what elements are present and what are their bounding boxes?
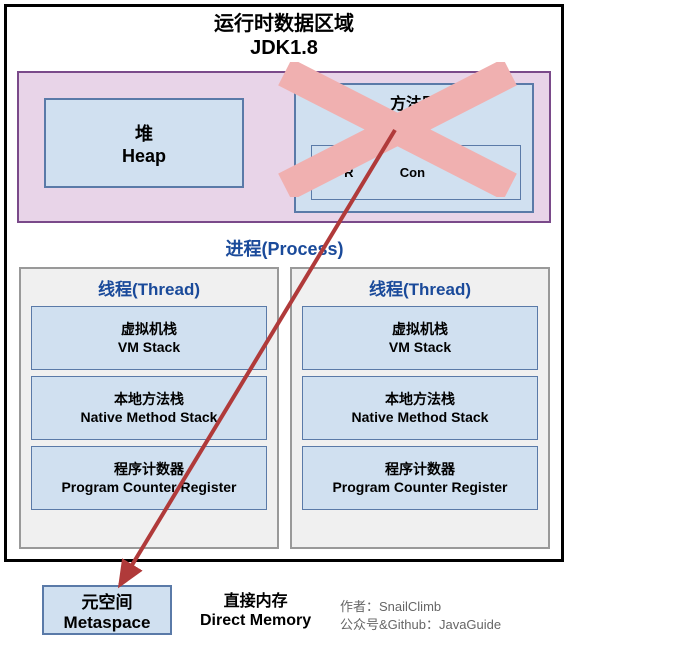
pc-register-box-2: 程序计数器 Program Counter Register xyxy=(302,446,538,510)
title-cn: 运行时数据区域 xyxy=(7,12,561,36)
rcp-en: Runtime Constant Pool xyxy=(312,165,520,180)
runtime-data-area-box: 运行时数据区域 JDK1.8 堆 Heap 方法区 Runtime Consta… xyxy=(4,4,564,562)
process-label: 进程(Process) xyxy=(7,235,562,261)
direct-memory-label: 直接内存 Direct Memory xyxy=(200,592,311,630)
native-stack-box-1: 本地方法栈 Native Method Stack xyxy=(31,376,267,440)
method-area-title: 方法区 xyxy=(296,90,532,114)
metaspace-en: Metaspace xyxy=(44,613,170,633)
runtime-constant-pool-box: Runtime Constant Pool xyxy=(311,145,521,200)
credit-text: 作者：SnailClimb 公众号&Github：JavaGuide xyxy=(340,598,501,634)
thread-box-2: 线程(Thread) 虚拟机栈 VM Stack 本地方法栈 Native Me… xyxy=(290,267,550,549)
heap-en: Heap xyxy=(46,146,242,167)
vm-stack-box-1: 虚拟机栈 VM Stack xyxy=(31,306,267,370)
vm-stack-box-2: 虚拟机栈 VM Stack xyxy=(302,306,538,370)
diagram-canvas: 运行时数据区域 JDK1.8 堆 Heap 方法区 Runtime Consta… xyxy=(0,0,694,651)
method-area-box: 方法区 Runtime Constant Pool xyxy=(294,83,534,213)
main-title: 运行时数据区域 JDK1.8 xyxy=(7,12,561,60)
heap-box: 堆 Heap xyxy=(44,98,244,188)
thread-title-1: 线程(Thread) xyxy=(21,275,277,300)
shared-area: 堆 Heap 方法区 Runtime Constant Pool xyxy=(17,71,551,223)
thread-box-1: 线程(Thread) 虚拟机栈 VM Stack 本地方法栈 Native Me… xyxy=(19,267,279,549)
native-stack-box-2: 本地方法栈 Native Method Stack xyxy=(302,376,538,440)
metaspace-box: 元空间 Metaspace xyxy=(42,585,172,635)
heap-cn: 堆 xyxy=(46,120,242,146)
pc-register-box-1: 程序计数器 Program Counter Register xyxy=(31,446,267,510)
metaspace-cn: 元空间 xyxy=(44,588,170,613)
title-en: JDK1.8 xyxy=(7,36,561,60)
thread-title-2: 线程(Thread) xyxy=(292,275,548,300)
